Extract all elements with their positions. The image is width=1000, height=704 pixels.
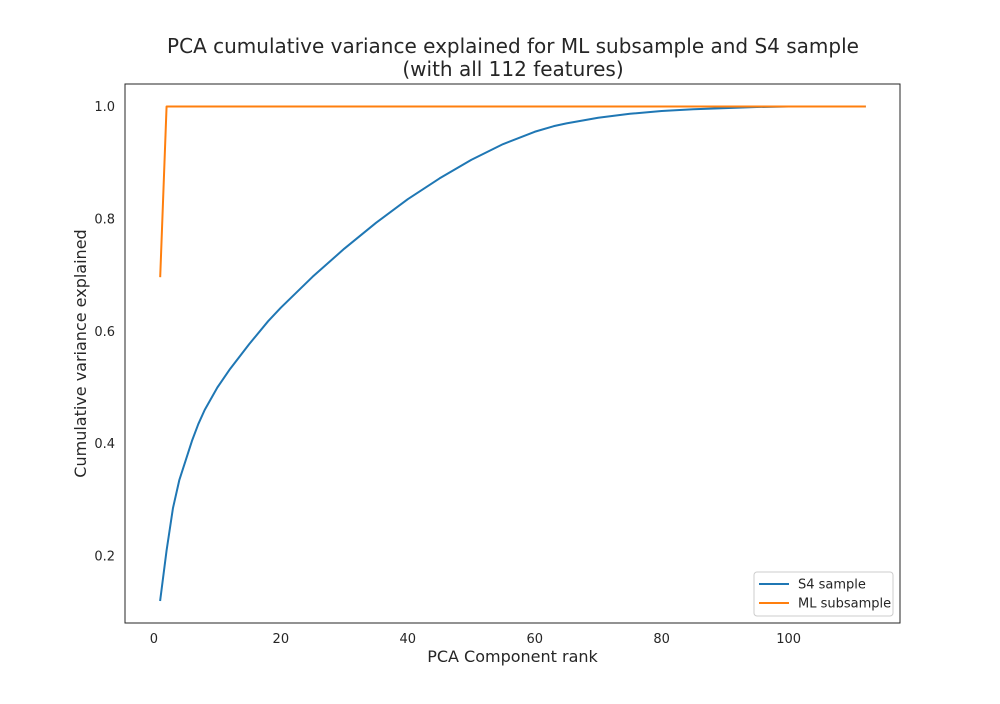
x-axis-label: PCA Component rank (427, 647, 598, 666)
y-tick-label: 0.8 (94, 212, 115, 227)
y-tick-label: 0.6 (94, 325, 115, 340)
legend-items: S4 sample ML subsample (759, 578, 891, 612)
legend: S4 sample ML subsample (753, 571, 894, 617)
x-tick-label: 40 (399, 632, 416, 647)
y-axis-ticks: 0.2 0.4 0.6 0.8 1.0 (94, 100, 115, 565)
x-tick-label: 60 (526, 632, 543, 647)
legend-label-2: ML subsample (798, 597, 891, 612)
series-layer (159, 105, 866, 602)
x-tick-label: 100 (776, 632, 801, 647)
legend-label-1: S4 sample (798, 578, 866, 593)
series-line-1 (159, 105, 866, 602)
axes-frame (124, 83, 901, 624)
x-tick-label: 20 (273, 632, 290, 647)
chart-subtitle: (with all 112 features) (402, 57, 623, 81)
x-axis-ticks: 0 20 40 60 80 100 (150, 632, 801, 647)
y-tick-label: 0.4 (94, 437, 115, 452)
plot-area (124, 83, 901, 624)
x-tick-label: 0 (150, 632, 158, 647)
y-axis-label: Cumulative variance explained (71, 229, 90, 477)
x-tick-label: 80 (653, 632, 670, 647)
y-tick-label: 1.0 (94, 100, 115, 115)
y-tick-label: 0.2 (94, 550, 115, 565)
series-line-2 (159, 105, 866, 278)
chart-title: PCA cumulative variance explained for ML… (167, 34, 859, 58)
